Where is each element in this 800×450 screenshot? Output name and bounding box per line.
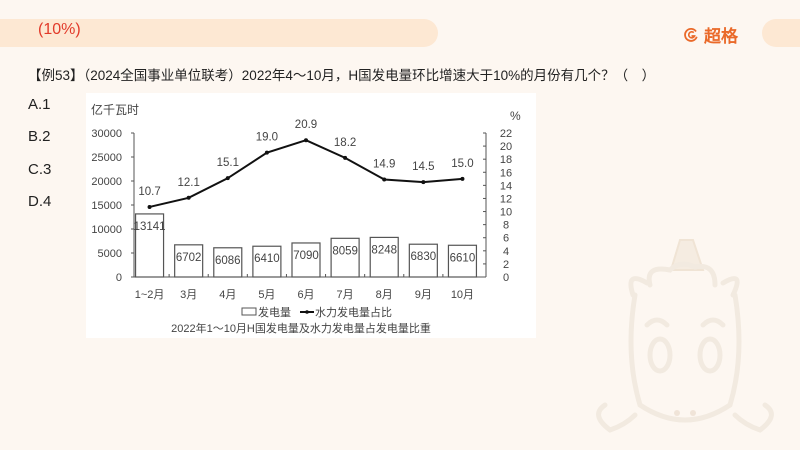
- line-value-label: 14.9: [373, 158, 395, 170]
- option-b[interactable]: B.2: [28, 128, 51, 145]
- right-tick-label: 18: [500, 154, 512, 166]
- option-a[interactable]: A.1: [28, 96, 51, 113]
- bar-value-label: 8059: [332, 245, 358, 257]
- bar: [134, 213, 165, 278]
- legend-line-label: 水力发电量占比: [315, 305, 392, 319]
- unicorn-mascot-icon: [596, 239, 774, 433]
- x-tick-label: 5月: [258, 289, 275, 301]
- right-tick-label: 6: [503, 233, 509, 245]
- highlight-banner: [0, 19, 438, 47]
- left-tick-label: 10000: [91, 224, 122, 236]
- right-tick-label: 0: [503, 272, 509, 284]
- bar: [330, 237, 360, 278]
- line-value-label: 14.5: [412, 161, 434, 173]
- line-value-label: 20.9: [295, 119, 317, 131]
- right-tick-label: 2: [503, 259, 509, 271]
- highlight-text: (10%): [38, 21, 81, 38]
- right-tick-label: 10: [500, 207, 512, 219]
- x-tick-label: 9月: [415, 289, 432, 301]
- line-value-label: 15.1: [217, 157, 239, 169]
- line-point: [421, 180, 426, 185]
- bar-value-label: 13141: [134, 221, 166, 233]
- line-value-label: 10.7: [138, 186, 160, 198]
- right-tick-label: 12: [500, 193, 512, 205]
- x-tick-label: 3月: [180, 289, 197, 301]
- bar-value-label: 7090: [293, 250, 319, 262]
- right-tick-label: 8: [503, 220, 509, 232]
- g-logo-icon: [684, 27, 698, 42]
- line-value-label: 12.1: [177, 177, 199, 189]
- bar: [447, 244, 478, 278]
- right-tick-label: 22: [500, 128, 512, 140]
- right-tick-label: 20: [500, 141, 512, 153]
- bar-value-label: 6702: [176, 252, 202, 264]
- banner-right-tab: [762, 19, 800, 47]
- left-tick-label: 20000: [91, 176, 122, 188]
- right-tick-label: 4: [503, 246, 509, 258]
- bar: [213, 247, 243, 278]
- right-tick-label: 16: [500, 167, 512, 179]
- line-series: 10.7 12.1 15.1 19.0 20.9 18.2 14.9 14.5 15.0: [138, 119, 474, 209]
- bar-value-label: 6086: [215, 255, 241, 267]
- bar-value-label: 8248: [371, 244, 397, 256]
- bar-series: 13141 6702 6086 6410 7090 8059 8248 6830 6610: [134, 213, 478, 278]
- brand-logo: 超格: [684, 22, 738, 47]
- left-tick-label: 0: [116, 272, 122, 284]
- line-point: [225, 176, 230, 181]
- left-tick-label: 5000: [98, 248, 122, 260]
- bar: [408, 243, 438, 278]
- legend: 发电量 水力发电量占比: [241, 305, 392, 319]
- line-value-label: 18.2: [334, 137, 356, 149]
- left-tick-label: 30000: [91, 128, 122, 140]
- bar-value-label: 6610: [450, 252, 476, 264]
- x-tick-label: 4月: [219, 289, 236, 301]
- question-text: 【例53】（2024全国事业单位联考）2022年4～10月，H国发电量环比增速大…: [28, 68, 656, 83]
- option-c[interactable]: C.3: [28, 161, 52, 178]
- right-tick-label: 14: [500, 180, 512, 192]
- x-axis-labels: 1~2月 3月 4月 5月 6月 7月 8月 9月 10月: [135, 289, 474, 301]
- line-point: [382, 177, 387, 182]
- left-tick-label: 25000: [91, 152, 122, 164]
- x-tick-label: 8月: [376, 289, 393, 301]
- left-axis-unit: 亿千瓦时: [91, 102, 139, 117]
- option-d[interactable]: D.4: [28, 193, 52, 210]
- bar: [174, 244, 204, 278]
- bar-value-label: 6410: [254, 253, 280, 265]
- bar: [291, 242, 321, 278]
- line-value-label: 15.0: [451, 158, 473, 170]
- line-point: [343, 155, 348, 160]
- line-point: [147, 204, 152, 209]
- line-value-label: 19.0: [256, 132, 278, 144]
- line-point: [304, 138, 308, 143]
- legend-bar-label: 发电量: [258, 305, 291, 319]
- line-point: [460, 176, 465, 181]
- x-tick-label: 1~2月: [135, 289, 165, 301]
- line-point: [264, 150, 269, 155]
- x-tick-label: 10月: [451, 289, 474, 301]
- line-point: [186, 195, 191, 200]
- bar-value-label: 6830: [411, 251, 437, 263]
- chart-title: 2022年1～10月H国发电量及水力发电量占发电量比重: [171, 321, 431, 335]
- bar: [252, 245, 282, 278]
- x-tick-label: 6月: [297, 289, 314, 301]
- x-tick-label: 7月: [337, 289, 354, 301]
- brand-name: 超格: [704, 27, 738, 47]
- legend-bar-swatch: [241, 307, 257, 316]
- left-tick-label: 15000: [91, 200, 122, 212]
- bar: [369, 236, 399, 278]
- right-axis-unit: %: [510, 109, 521, 123]
